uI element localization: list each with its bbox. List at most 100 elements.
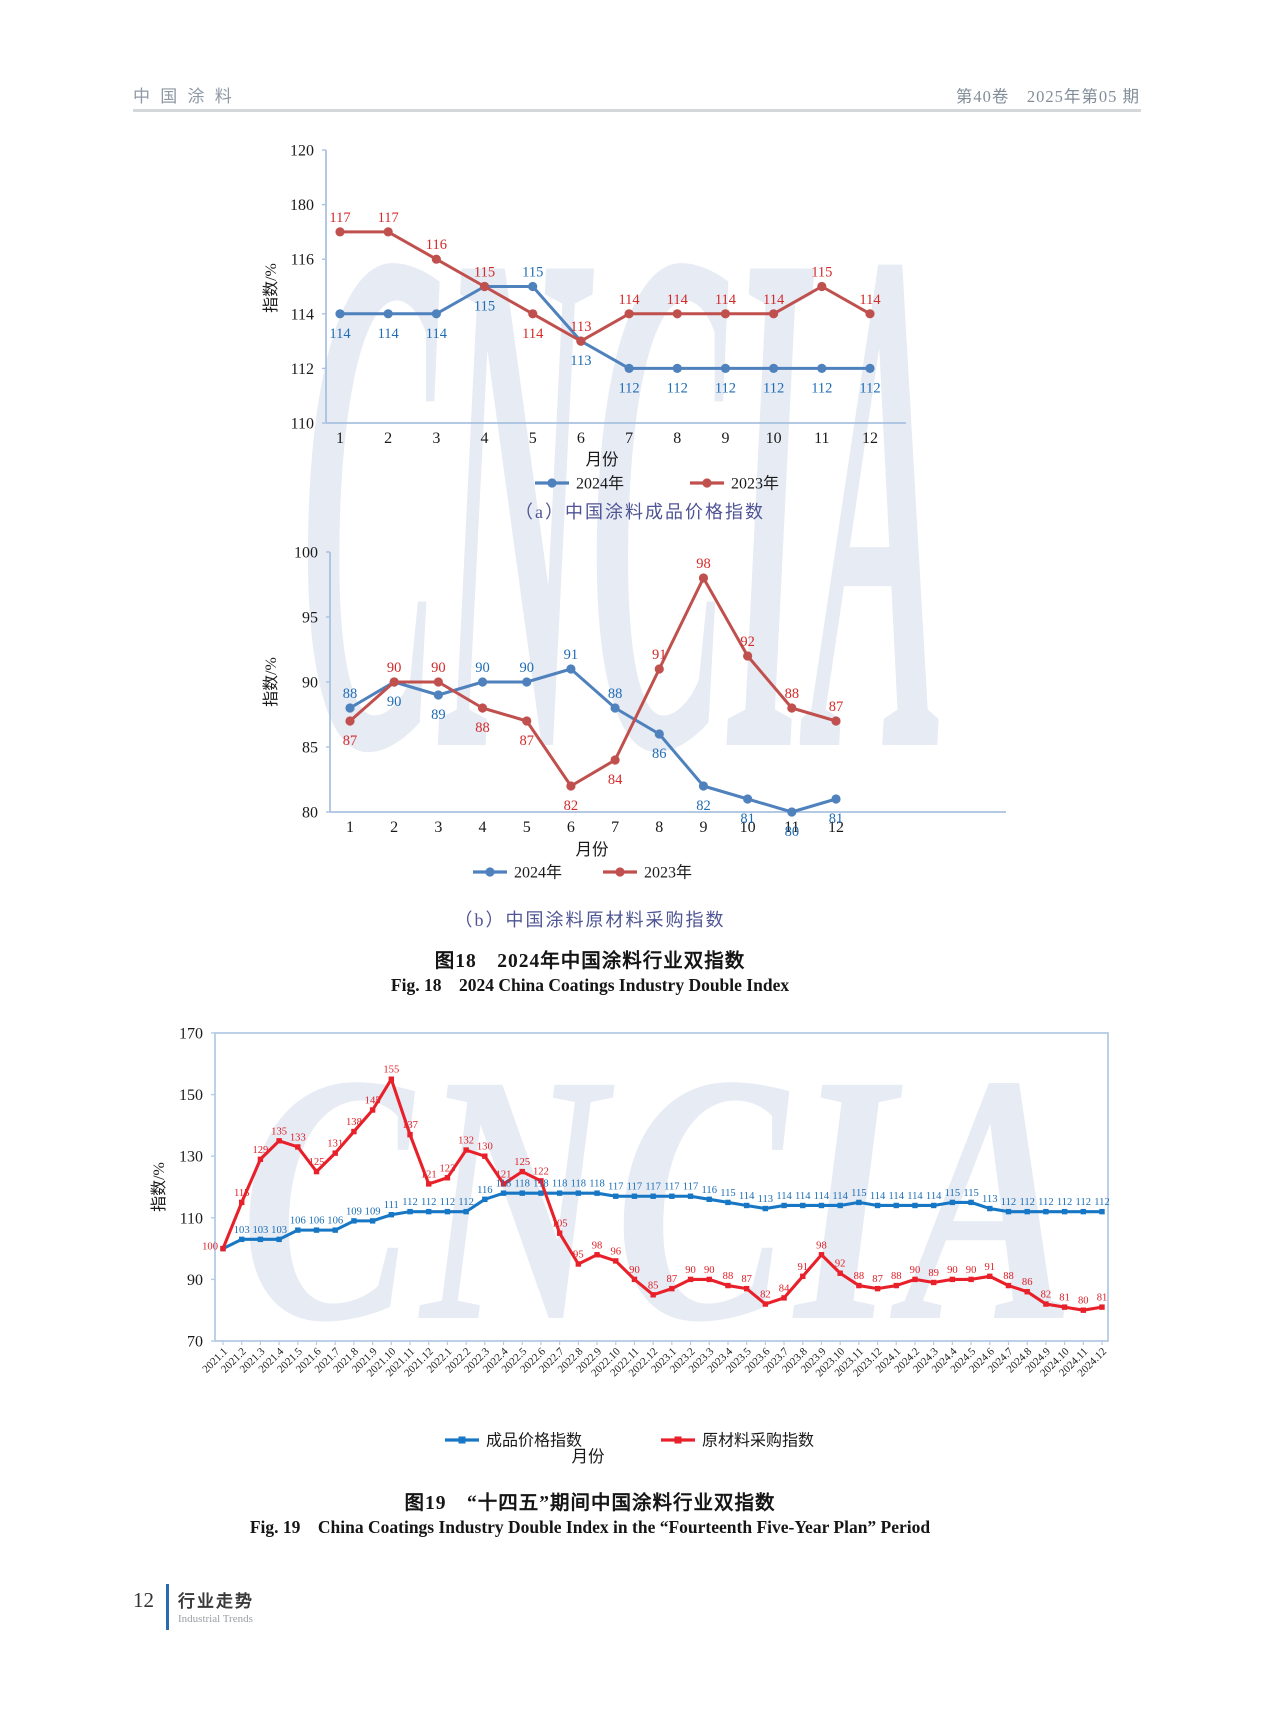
data-label: 114 — [618, 292, 640, 308]
y-tick-label: 110 — [180, 1210, 203, 1227]
data-label: 114 — [795, 1191, 811, 1202]
data-label: 125 — [309, 1157, 325, 1168]
data-label: 117 — [608, 1182, 624, 1193]
data-label: 89 — [431, 707, 446, 723]
data-label: 155 — [383, 1065, 399, 1076]
svg-text:2024年: 2024年 — [514, 864, 562, 882]
legend-item-2024年: 2024年 — [535, 475, 624, 493]
cncia-watermark: CNCIA — [241, 1002, 1084, 1396]
series-2023年 — [335, 227, 875, 346]
data-label: 145 — [365, 1096, 381, 1107]
data-label: 81 — [740, 811, 755, 827]
data-label: 98 — [816, 1240, 827, 1251]
series-2024年 — [345, 664, 841, 817]
x-tick-label: 10 — [740, 819, 756, 836]
x-axis-title: 月份 — [586, 450, 620, 469]
data-label: 115 — [474, 265, 495, 281]
data-label: 88 — [785, 686, 800, 702]
data-label: 112 — [1057, 1197, 1073, 1208]
data-label: 103 — [234, 1225, 250, 1236]
data-label: 116 — [702, 1185, 718, 1196]
legend-item-原材料采购指数: 原材料采购指数 — [661, 1432, 814, 1450]
data-label: 112 — [440, 1197, 456, 1208]
y-tick-label: 110 — [291, 416, 314, 433]
x-tick-label: 6 — [577, 430, 585, 447]
data-label: 90 — [685, 1265, 696, 1276]
plot-border — [214, 1032, 1109, 1342]
data-label: 117 — [645, 1182, 661, 1193]
header-rule — [133, 109, 1141, 112]
data-label: 122 — [533, 1166, 549, 1177]
data-label: 114 — [926, 1191, 942, 1202]
y-tick-label: 114 — [291, 306, 314, 323]
data-label: 121 — [421, 1169, 437, 1180]
data-label: 114 — [426, 326, 448, 342]
footer-section-title: 行业走势 — [178, 1592, 254, 1611]
data-label: 114 — [814, 1191, 830, 1202]
data-label: 117 — [329, 210, 350, 226]
data-label: 82 — [696, 798, 711, 814]
data-label: 117 — [627, 1182, 643, 1193]
data-label: 112 — [859, 380, 880, 396]
data-label: 130 — [477, 1142, 493, 1153]
svg-text:2024年: 2024年 — [576, 475, 624, 493]
data-label: 80 — [785, 824, 800, 840]
data-label: 98 — [592, 1240, 603, 1251]
data-label: 118 — [533, 1179, 549, 1190]
y-tick-label: 70 — [187, 1334, 203, 1351]
x-tick-label: 1 — [346, 819, 354, 836]
data-label: 117 — [378, 210, 399, 226]
data-label: 90 — [431, 660, 446, 676]
x-tick-label: 3 — [434, 819, 442, 836]
data-label: 103 — [252, 1225, 268, 1236]
series-成品价格指数 — [220, 1190, 1105, 1252]
data-label: 131 — [327, 1139, 343, 1150]
data-label: 111 — [384, 1200, 399, 1211]
data-label: 115 — [522, 265, 543, 281]
data-label: 115 — [234, 1188, 250, 1199]
footer-page-number: 12 — [133, 1588, 154, 1612]
data-label: 106 — [309, 1216, 325, 1227]
data-label: 118 — [589, 1179, 605, 1190]
data-label: 91 — [797, 1262, 808, 1273]
data-label: 90 — [910, 1265, 921, 1276]
data-label: 88 — [1003, 1271, 1014, 1282]
series-2023年 — [345, 573, 841, 791]
y-tick-label: 85 — [302, 740, 318, 757]
data-label: 90 — [519, 660, 534, 676]
data-label: 112 — [715, 380, 736, 396]
x-tick-label: 12 — [862, 430, 878, 447]
x-tick-label: 1 — [336, 430, 344, 447]
fig18-caption-cn: 图18 2024年中国涂料行业双指数 — [434, 951, 746, 972]
legend-item-2023年: 2023年 — [690, 475, 779, 493]
y-tick-label: 130 — [179, 1149, 203, 1166]
x-axis-title: 月份 — [576, 840, 610, 859]
data-label: 114 — [329, 326, 351, 342]
data-label: 87 — [519, 733, 534, 749]
legend-item-成品价格指数: 成品价格指数 — [445, 1432, 582, 1450]
x-tick-label: 2 — [384, 430, 392, 447]
data-label: 114 — [832, 1191, 848, 1202]
data-label: 81 — [829, 811, 844, 827]
x-tick-label: 2 — [390, 819, 398, 836]
cncia-watermark: CNCIA — [301, 97, 949, 903]
y-tick-label: 100 — [294, 545, 318, 562]
data-label: 118 — [552, 1179, 568, 1190]
data-label: 114 — [907, 1191, 923, 1202]
data-label: 115 — [945, 1188, 961, 1199]
data-label: 114 — [739, 1191, 755, 1202]
y-tick-label: 90 — [187, 1272, 203, 1289]
x-tick-label: 5 — [523, 819, 531, 836]
data-label: 85 — [648, 1280, 659, 1291]
data-label: 118 — [514, 1179, 530, 1190]
y-axis-title: 指数/% — [262, 657, 280, 707]
data-label: 112 — [1001, 1197, 1017, 1208]
data-label: 98 — [696, 556, 711, 572]
data-label: 106 — [327, 1216, 343, 1227]
data-label: 135 — [271, 1126, 287, 1137]
data-label: 115 — [963, 1188, 979, 1199]
y-tick-label: 90 — [302, 675, 318, 692]
x-tick-label: 11 — [814, 430, 829, 447]
